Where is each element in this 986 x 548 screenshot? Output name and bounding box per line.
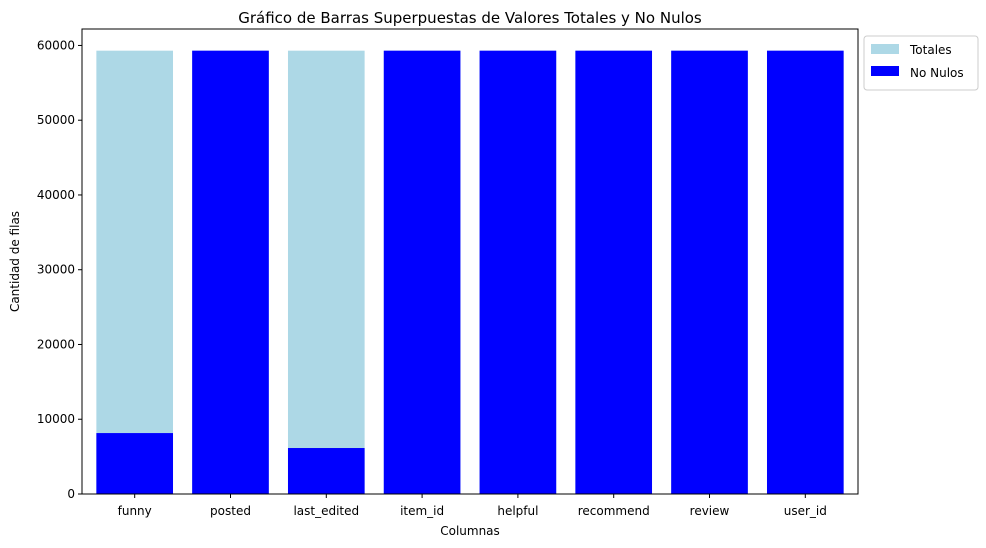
y-axis-ticks: 0 10000 20000 30000 40000 50000 60000 xyxy=(37,38,82,501)
x-tick-label-last_edited: last_edited xyxy=(293,504,359,518)
x-axis-label: Columnas xyxy=(440,524,500,538)
legend: Totales No Nulos xyxy=(863,35,979,91)
bar-no-nulos-posted xyxy=(192,50,269,495)
x-axis-ticks: funny posted last_edited item_id helpful reco… xyxy=(118,494,827,518)
x-tick-label-user_id: user_id xyxy=(784,504,827,518)
x-tick-label-helpful: helpful xyxy=(497,504,538,518)
bar-no-nulos-helpful xyxy=(479,50,557,495)
bar-no-nulos-funny xyxy=(96,433,174,494)
y-tick-label: 20000 xyxy=(37,337,75,351)
bar-no-nulos-item_id xyxy=(383,50,461,495)
legend-swatch-no-nulos xyxy=(871,66,899,76)
bar-no-nulos-recommend xyxy=(575,50,653,495)
y-tick-label: 10000 xyxy=(37,412,75,426)
x-tick-label-review: review xyxy=(690,504,730,518)
y-tick-label: 60000 xyxy=(37,38,75,52)
y-tick-label: 30000 xyxy=(37,263,75,277)
x-tick-label-item_id: item_id xyxy=(400,504,444,518)
y-tick-label: 0 xyxy=(67,487,75,501)
bar-totales-last_edited xyxy=(287,50,365,495)
chart-title: Gráfico de Barras Superpuestas de Valore… xyxy=(238,9,702,27)
bars-group xyxy=(96,50,844,495)
legend-label-no-nulos: No Nulos xyxy=(910,66,964,80)
legend-label-totales: Totales xyxy=(909,43,952,57)
legend-swatch-totales xyxy=(871,44,899,54)
bar-no-nulos-user_id xyxy=(766,50,844,495)
x-tick-label-recommend: recommend xyxy=(578,504,650,518)
plot-frame xyxy=(81,28,859,495)
y-tick-label: 40000 xyxy=(37,188,75,202)
bar-no-nulos-last_edited xyxy=(287,448,365,494)
y-axis-label: Cantidad de filas xyxy=(8,211,22,312)
bar-totales-funny xyxy=(96,50,174,495)
x-tick-label-funny: funny xyxy=(118,504,152,518)
bar-no-nulos-review xyxy=(671,50,748,495)
x-tick-label-posted: posted xyxy=(210,504,251,518)
y-tick-label: 50000 xyxy=(37,113,75,127)
